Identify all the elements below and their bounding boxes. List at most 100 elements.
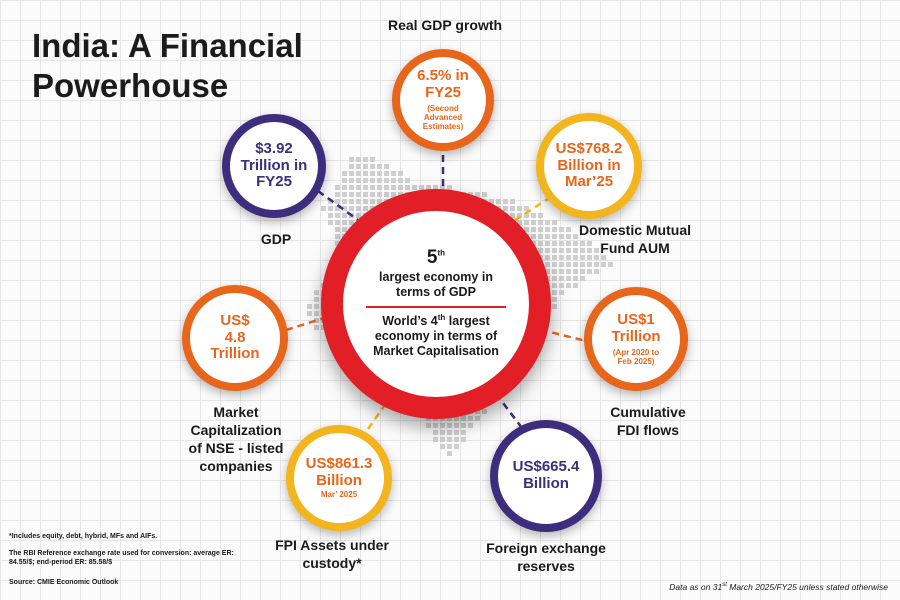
map-dot <box>587 241 592 246</box>
real-gdp-value: 6.5% in FY25 <box>417 67 469 102</box>
map-dot <box>559 234 564 239</box>
map-dot <box>594 262 599 267</box>
map-dot <box>559 262 564 267</box>
forex-value: US$665.4 Billion <box>512 458 580 492</box>
map-dot <box>342 206 347 211</box>
map-dot <box>335 213 340 218</box>
map-dot <box>461 416 466 421</box>
fdi-note: (Apr 2020 to Feb 2025) <box>612 347 660 366</box>
map-dot <box>545 255 550 260</box>
map-dot <box>370 192 375 197</box>
map-dot <box>335 206 340 211</box>
map-dot <box>552 241 557 246</box>
map-dot <box>489 199 494 204</box>
map-dot <box>377 171 382 176</box>
map-dot <box>594 269 599 274</box>
map-dot <box>552 290 557 295</box>
map-dot <box>559 283 564 288</box>
map-dot <box>552 248 557 253</box>
map-dot <box>587 255 592 260</box>
map-dot <box>538 227 543 232</box>
map-dot <box>342 199 347 204</box>
map-dot <box>552 304 557 309</box>
map-dot <box>566 248 571 253</box>
map-dot <box>468 416 473 421</box>
map-dot <box>517 220 522 225</box>
map-dot <box>545 269 550 274</box>
economy-rank: 5th <box>427 248 445 267</box>
map-dot <box>580 241 585 246</box>
map-dot <box>356 213 361 218</box>
data-as-on-note: Data as on 31st March 2025/FY25 unless s… <box>669 582 888 592</box>
map-dot <box>349 199 354 204</box>
map-dot <box>314 318 319 323</box>
map-dot <box>412 185 417 190</box>
map-dot <box>524 206 529 211</box>
map-dot <box>377 199 382 204</box>
map-dot <box>363 157 368 162</box>
map-dot <box>370 178 375 183</box>
connector-mcap <box>285 316 325 332</box>
map-dot <box>573 269 578 274</box>
map-dot <box>342 185 347 190</box>
map-dot <box>349 192 354 197</box>
map-dot <box>580 276 585 281</box>
map-dot <box>349 164 354 169</box>
map-dot <box>356 164 361 169</box>
fpi-note: Mar’ 2025 <box>320 490 358 500</box>
map-dot <box>454 430 459 435</box>
map-dot <box>538 248 543 253</box>
map-dot <box>566 276 571 281</box>
map-dot <box>342 227 347 232</box>
map-dot <box>384 178 389 183</box>
map-dot <box>356 185 361 190</box>
map-dot <box>391 185 396 190</box>
map-dot <box>552 262 557 267</box>
map-dot <box>482 409 487 414</box>
map-dot <box>454 423 459 428</box>
map-dot <box>370 157 375 162</box>
map-dot <box>433 185 438 190</box>
forex-label: Foreign exchange reserves <box>486 540 606 574</box>
footnote-source: Source: CMIE Economic Outlook <box>9 579 119 586</box>
map-dot <box>314 290 319 295</box>
map-dot <box>531 234 536 239</box>
map-dot <box>594 255 599 260</box>
map-dot <box>538 234 543 239</box>
mcap-value: US$ 4.8 Trillion <box>210 311 260 363</box>
map-dot <box>510 199 515 204</box>
map-dot <box>461 437 466 442</box>
map-dot <box>461 423 466 428</box>
map-dot <box>342 178 347 183</box>
map-dot <box>342 213 347 218</box>
real-gdp-note: (Second Advanced Estimates) <box>422 104 464 132</box>
map-dot <box>580 255 585 260</box>
map-dot <box>328 213 333 218</box>
map-dot <box>510 206 515 211</box>
map-dot <box>587 248 592 253</box>
mcap-label: Market Capitalization of NSE - listed co… <box>188 404 284 474</box>
map-dot <box>356 192 361 197</box>
connector-forex <box>496 394 523 429</box>
fpi-value: US$861.3 Billion <box>305 454 373 489</box>
map-dot <box>370 164 375 169</box>
map-dot <box>503 199 508 204</box>
map-dot <box>377 178 382 183</box>
map-dot <box>552 297 557 302</box>
map-dot <box>573 283 578 288</box>
map-dot <box>524 213 529 218</box>
map-dot <box>552 255 557 260</box>
map-dot <box>552 227 557 232</box>
map-dot <box>349 171 354 176</box>
map-dot <box>447 185 452 190</box>
map-dot <box>545 220 550 225</box>
map-dot <box>398 178 403 183</box>
map-dot <box>566 283 571 288</box>
map-dot <box>356 171 361 176</box>
map-dot <box>370 171 375 176</box>
map-dot <box>496 199 501 204</box>
map-dot <box>559 290 564 295</box>
map-dot <box>475 416 480 421</box>
map-dot <box>335 227 340 232</box>
map-dot <box>356 178 361 183</box>
